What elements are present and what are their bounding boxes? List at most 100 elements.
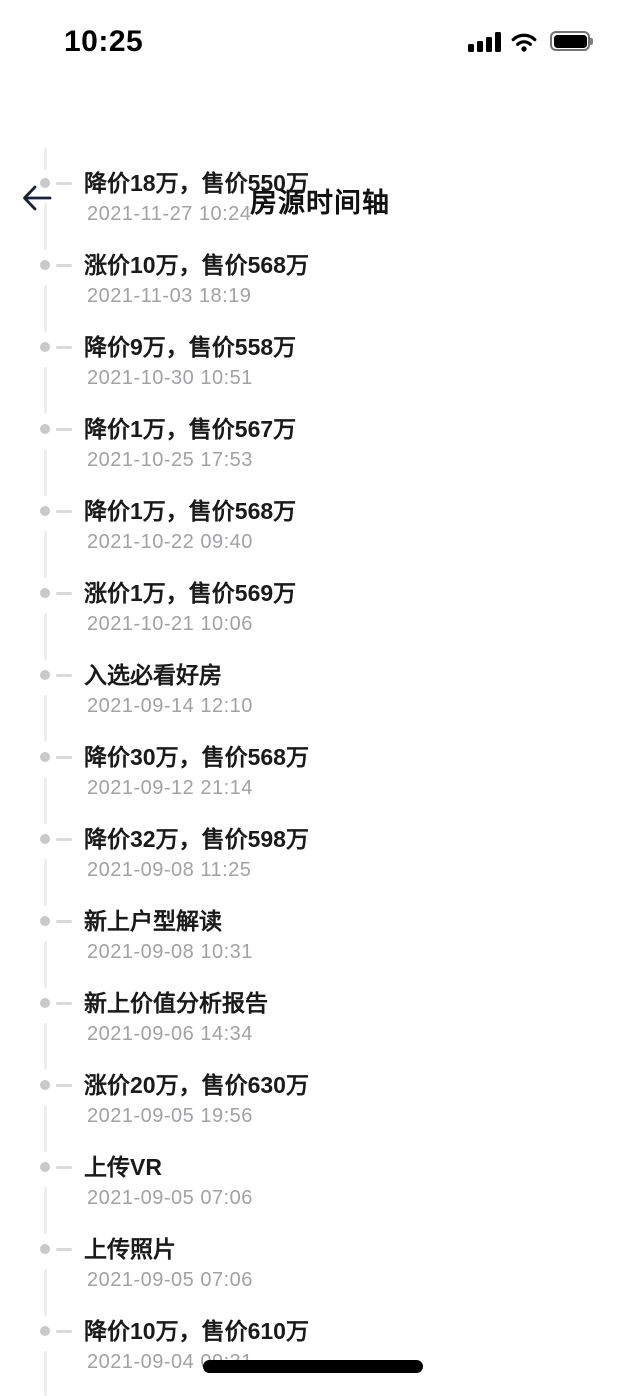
timeline-item: 降价10万，售价610万 2021-09-04 09:31 <box>0 1296 640 1396</box>
timeline-item: 降价9万，售价558万 2021-10-30 10:51 <box>0 312 640 414</box>
timeline-item-date: 2021-10-22 09:40 <box>87 531 253 553</box>
timeline-item-date: 2021-09-12 21:14 <box>87 777 253 799</box>
timeline-dot-icon <box>40 998 50 1008</box>
battery-icon <box>550 31 593 51</box>
timeline-connector <box>43 203 47 250</box>
timeline-connector <box>43 367 47 414</box>
timeline-dash-icon <box>56 591 72 595</box>
timeline-dot-icon <box>40 424 50 434</box>
timeline-dot-icon <box>40 588 50 598</box>
timeline-dot-icon <box>40 670 50 680</box>
timeline-dot-icon <box>40 1326 50 1336</box>
timeline-item: 涨价1万，售价569万 2021-10-21 10:06 <box>0 558 640 660</box>
timeline-item-title: 涨价20万，售价630万 <box>84 1072 309 1098</box>
timeline-dot-icon <box>40 1162 50 1172</box>
timeline-connector <box>43 777 47 824</box>
timeline-item-date: 2021-10-30 10:51 <box>87 367 253 389</box>
wifi-icon <box>511 33 537 52</box>
timeline-dash-icon <box>56 427 72 431</box>
timeline-connector <box>43 1351 47 1396</box>
timeline-item-title: 涨价1万，售价569万 <box>84 580 297 606</box>
status-bar: 10:25 <box>0 0 640 66</box>
timeline-item-title: 入选必看好房 <box>84 662 222 688</box>
timeline-connector <box>43 449 47 496</box>
back-arrow-icon[interactable] <box>20 182 54 214</box>
timeline-connector <box>43 695 47 742</box>
timeline-connector <box>43 285 47 332</box>
timeline-dash-icon <box>56 181 72 185</box>
timeline-item-title: 降价1万，售价567万 <box>84 416 297 442</box>
timeline-dot-icon <box>40 178 50 188</box>
timeline-item-title: 降价9万，售价558万 <box>84 334 297 360</box>
timeline-item: 上传照片 2021-09-05 07:06 <box>0 1214 640 1316</box>
status-time: 10:25 <box>64 25 144 58</box>
timeline-item: 降价32万，售价598万 2021-09-08 11:25 <box>0 804 640 906</box>
timeline-dash-icon <box>56 919 72 923</box>
page-title: 房源时间轴 <box>250 188 390 218</box>
timeline-item-title: 涨价10万，售价568万 <box>84 252 309 278</box>
cellular-signal-icon <box>468 32 502 52</box>
timeline-item-title: 新上户型解读 <box>84 908 222 934</box>
timeline-dash-icon <box>56 837 72 841</box>
timeline-item: 降价1万，售价567万 2021-10-25 17:53 <box>0 394 640 496</box>
timeline-dash-icon <box>56 509 72 513</box>
timeline-dot-icon <box>40 916 50 926</box>
timeline-connector <box>43 531 47 578</box>
timeline-item-title: 降价30万，售价568万 <box>84 744 309 770</box>
timeline-connector <box>43 941 47 988</box>
timeline-item-date: 2021-09-05 19:56 <box>87 1105 253 1127</box>
timeline-item: 降价18万，售价550万 2021-11-27 10:24 <box>0 148 640 250</box>
timeline-dot-icon <box>40 1080 50 1090</box>
timeline-connector <box>43 859 47 906</box>
timeline-dash-icon <box>56 263 72 267</box>
timeline-dot-icon <box>40 1244 50 1254</box>
timeline-item: 新上价值分析报告 2021-09-06 14:34 <box>0 968 640 1070</box>
timeline-dot-icon <box>40 752 50 762</box>
timeline-list: 降价18万，售价550万 2021-11-27 10:24 涨价10万，售价56… <box>0 148 640 1396</box>
timeline-connector <box>43 613 47 660</box>
timeline-item-title: 新上价值分析报告 <box>84 990 268 1016</box>
timeline-item-title: 降价1万，售价568万 <box>84 498 297 524</box>
timeline-dash-icon <box>56 755 72 759</box>
timeline-item: 入选必看好房 2021-09-14 12:10 <box>0 640 640 742</box>
timeline-item: 新上户型解读 2021-09-08 10:31 <box>0 886 640 988</box>
timeline-item-date: 2021-09-08 10:31 <box>87 941 253 963</box>
timeline-item-title: 降价18万，售价550万 <box>84 170 309 196</box>
timeline-dot-icon <box>40 506 50 516</box>
timeline-item-date: 2021-09-14 12:10 <box>87 695 253 717</box>
timeline-dot-icon <box>40 342 50 352</box>
timeline-connector <box>43 1269 47 1316</box>
timeline-item-date: 2021-09-06 14:34 <box>87 1023 253 1045</box>
header: 房源时间轴 <box>0 85 640 218</box>
timeline-item: 涨价10万，售价568万 2021-11-03 18:19 <box>0 230 640 332</box>
timeline-connector <box>43 1187 47 1234</box>
timeline-dash-icon <box>56 673 72 677</box>
timeline-dash-icon <box>56 1001 72 1005</box>
timeline-item-date: 2021-10-25 17:53 <box>87 449 253 471</box>
timeline-dash-icon <box>56 1329 72 1333</box>
timeline-item-title: 上传VR <box>84 1154 162 1180</box>
timeline-item-date: 2021-11-03 18:19 <box>87 285 252 307</box>
timeline-dash-icon <box>56 345 72 349</box>
timeline-dash-icon <box>56 1083 72 1087</box>
timeline-item-title: 降价32万，售价598万 <box>84 826 309 852</box>
timeline-dash-icon <box>56 1247 72 1251</box>
timeline-item-date: 2021-09-05 07:06 <box>87 1187 253 1209</box>
timeline-item-date: 2021-11-27 10:24 <box>87 203 252 225</box>
timeline-item-date: 2021-09-05 07:06 <box>87 1269 253 1291</box>
timeline-head-connector <box>43 148 47 170</box>
timeline-item-date: 2021-10-21 10:06 <box>87 613 253 635</box>
timeline-item-title: 上传照片 <box>84 1236 176 1262</box>
timeline-item: 涨价20万，售价630万 2021-09-05 19:56 <box>0 1050 640 1152</box>
timeline-dot-icon <box>40 834 50 844</box>
timeline-item: 上传VR 2021-09-05 07:06 <box>0 1132 640 1234</box>
timeline-item-title: 降价10万，售价610万 <box>84 1318 309 1344</box>
timeline-dash-icon <box>56 1165 72 1169</box>
home-indicator[interactable] <box>203 1360 423 1373</box>
timeline-dot-icon <box>40 260 50 270</box>
timeline-item: 降价30万，售价568万 2021-09-12 21:14 <box>0 722 640 824</box>
timeline-connector <box>43 1023 47 1070</box>
timeline-connector <box>43 1105 47 1152</box>
timeline-item: 降价1万，售价568万 2021-10-22 09:40 <box>0 476 640 578</box>
